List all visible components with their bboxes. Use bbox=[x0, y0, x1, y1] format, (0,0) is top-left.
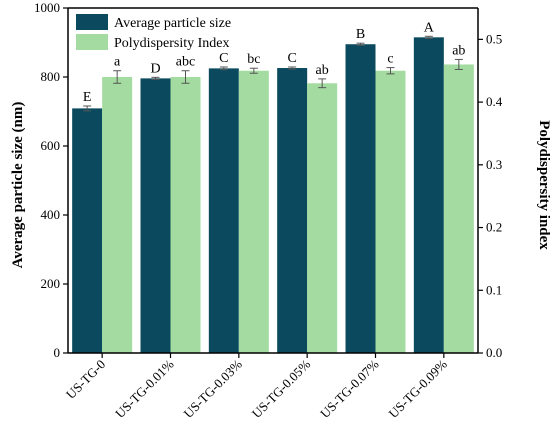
bar-avg-size-0 bbox=[72, 108, 103, 354]
letter-pdi-5: ab bbox=[452, 43, 465, 58]
bar-avg-size-1 bbox=[140, 78, 171, 353]
x-tick-label-5: US-TG-0.09% bbox=[385, 356, 450, 421]
letter-avg-size-0: E bbox=[83, 90, 92, 105]
letter-pdi-4: c bbox=[387, 52, 393, 67]
legend: Average particle size Polydispersity Ind… bbox=[76, 14, 231, 51]
errorbar-avg-size-1 bbox=[151, 76, 160, 80]
errorbar-avg-size-5 bbox=[424, 35, 433, 39]
y-tick-label-left-2: 400 bbox=[41, 207, 61, 222]
letter-pdi-0: a bbox=[114, 55, 121, 70]
errorbar-avg-size-0 bbox=[83, 105, 92, 112]
letter-avg-size-1: D bbox=[150, 61, 160, 76]
y-tick-label-right-1: 0.1 bbox=[486, 282, 502, 297]
bar-pdi-5 bbox=[443, 64, 474, 354]
legend-swatch-pdi bbox=[76, 34, 108, 50]
errorbar-avg-size-4 bbox=[356, 42, 365, 46]
letter-pdi-1: abc bbox=[176, 55, 195, 70]
y-tick-label-left-3: 600 bbox=[41, 138, 61, 153]
x-tick-label-0: US-TG-0 bbox=[63, 357, 108, 402]
y-tick-label-right-3: 0.3 bbox=[486, 157, 502, 172]
y-tick-label-left-0: 0 bbox=[54, 345, 61, 360]
errorbar-pdi-5 bbox=[454, 58, 463, 70]
bar-avg-size-2 bbox=[208, 68, 239, 353]
errorbar-avg-size-3 bbox=[288, 66, 297, 70]
x-tick-label-4: US-TG-0.07% bbox=[317, 356, 382, 421]
bar-pdi-0 bbox=[102, 77, 133, 353]
bar-avg-size-3 bbox=[277, 68, 308, 353]
letter-pdi-3: ab bbox=[316, 63, 329, 78]
errorbar-pdi-3 bbox=[318, 78, 327, 89]
x-tick-label-1: US-TG-0.01% bbox=[112, 356, 177, 421]
y-tick-label-right-4: 0.4 bbox=[486, 94, 503, 109]
y-tick-label-left-4: 800 bbox=[41, 69, 61, 84]
x-tick-label-2: US-TG-0.03% bbox=[180, 356, 245, 421]
y-tick-label-right-2: 0.2 bbox=[486, 220, 502, 235]
x-tick-label-3: US-TG-0.05% bbox=[249, 356, 314, 421]
y-tick-label-left-1: 200 bbox=[41, 276, 61, 291]
errorbar-avg-size-2 bbox=[219, 66, 228, 71]
errorbar-pdi-1 bbox=[181, 70, 190, 84]
y-tick-label-right-5: 0.5 bbox=[486, 31, 502, 46]
errorbar-pdi-0 bbox=[113, 70, 122, 84]
legend-label-avg-size: Average particle size bbox=[114, 16, 231, 31]
bar-pdi-2 bbox=[238, 70, 269, 354]
y-tick-label-right-0: 0.0 bbox=[486, 345, 502, 360]
y-tick-label-left-5: 1000 bbox=[34, 0, 60, 15]
bar-avg-size-5 bbox=[413, 37, 444, 353]
legend-label-pdi: Polydispersity Index bbox=[114, 36, 230, 51]
y-axis-title-left: Average particle size (nm) bbox=[10, 102, 26, 269]
bar-pdi-4 bbox=[375, 70, 406, 354]
errorbar-pdi-2 bbox=[249, 67, 258, 74]
bar-avg-size-4 bbox=[345, 44, 376, 353]
letter-avg-size-3: C bbox=[287, 51, 296, 66]
letter-avg-size-5: A bbox=[424, 20, 435, 35]
letter-avg-size-4: B bbox=[356, 27, 365, 42]
errorbar-pdi-4 bbox=[386, 67, 395, 75]
y-axis-title-right: Polydispersity index bbox=[536, 120, 550, 250]
bar-pdi-3 bbox=[307, 83, 338, 353]
bar-pdi-1 bbox=[170, 77, 201, 353]
legend-swatch-avg-size bbox=[76, 14, 108, 30]
letter-pdi-2: bc bbox=[247, 52, 260, 67]
letter-avg-size-2: C bbox=[219, 51, 228, 66]
